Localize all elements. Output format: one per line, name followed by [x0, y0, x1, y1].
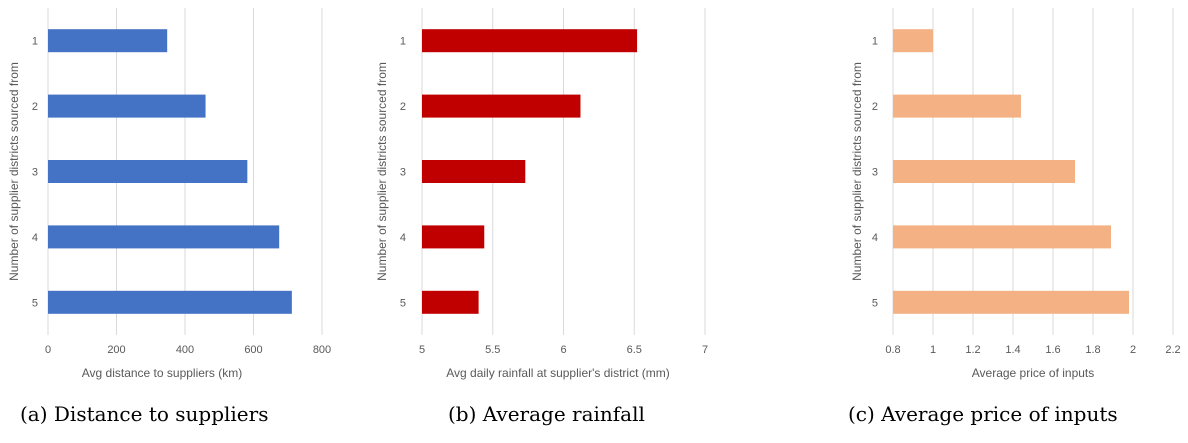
- bar: [893, 160, 1075, 183]
- y-tick-label: 5: [32, 297, 38, 309]
- y-tick-label: 5: [400, 297, 406, 309]
- y-tick-label: 1: [872, 36, 878, 48]
- bar: [893, 29, 933, 53]
- bar: [893, 94, 1021, 118]
- x-tick-label: 1.4: [1005, 344, 1020, 356]
- bar: [422, 94, 581, 118]
- y-tick-label: 5: [872, 297, 878, 309]
- x-axis-title: Avg distance to suppliers (km): [82, 366, 243, 380]
- x-tick-label: 1.2: [965, 344, 980, 356]
- x-tick-label: 2.2: [1165, 344, 1180, 356]
- chart-rainfall: 5 5.5 6 6.5 7 1 2 3 4 5 Avg daily rainfall at supp…: [375, 8, 708, 380]
- x-tick-label: 400: [176, 344, 194, 356]
- bar: [422, 225, 485, 249]
- x-tick-label: 800: [313, 344, 331, 356]
- x-tick-label: 1: [930, 344, 936, 356]
- x-tick-label: 6.5: [627, 344, 642, 356]
- x-tick-label: 600: [244, 344, 262, 356]
- x-tick-label: 5: [419, 344, 425, 356]
- bar: [422, 29, 638, 53]
- caption-c: (c) Average price of inputs: [848, 402, 1118, 426]
- y-tick-label: 4: [32, 232, 38, 244]
- bar: [893, 290, 1129, 314]
- bar: [422, 290, 479, 314]
- x-tick-label: 2: [1130, 344, 1136, 356]
- y-tick-label: 3: [32, 167, 38, 179]
- y-tick-label: 3: [872, 167, 878, 179]
- x-tick-label: 1.8: [1085, 344, 1100, 356]
- y-tick-label: 1: [400, 36, 406, 48]
- y-tick-label: 1: [32, 36, 38, 48]
- x-tick-label: 5.5: [485, 344, 500, 356]
- y-tick-label: 2: [400, 101, 406, 113]
- x-axis-title: Avg daily rainfall at supplier's distric…: [446, 366, 669, 380]
- x-tick-label: 1.6: [1045, 344, 1060, 356]
- bar: [48, 290, 292, 314]
- y-axis-title: Number of supplier districts sourced fro…: [7, 62, 21, 281]
- caption-b: (b) Average rainfall: [448, 402, 645, 426]
- x-tick-label: 0.8: [885, 344, 900, 356]
- chart-distance: 0 200 400 600 800 1 2 3 4 5 Avg distance to suppli…: [7, 8, 331, 380]
- y-tick-label: 2: [32, 101, 38, 113]
- y-axis-title: Number of supplier districts sourced fro…: [850, 62, 864, 281]
- y-tick-label: 4: [400, 232, 406, 244]
- y-tick-label: 2: [872, 101, 878, 113]
- x-tick-label: 6: [560, 344, 566, 356]
- bar: [48, 94, 206, 118]
- y-tick-label: 4: [872, 232, 878, 244]
- bar: [48, 225, 280, 249]
- bar: [48, 29, 168, 53]
- x-axis-title: Average price of inputs: [972, 366, 1095, 380]
- chart-price: 0.8 1 1.2 1.4 1.6 1.8 2 2.2 1 2 3 4 5 Average price o…: [850, 8, 1181, 380]
- y-axis-title: Number of supplier districts sourced fro…: [375, 62, 389, 281]
- x-tick-label: 200: [107, 344, 125, 356]
- bar: [893, 225, 1111, 249]
- caption-a: (a) Distance to suppliers: [20, 402, 269, 426]
- bar: [48, 160, 248, 183]
- x-tick-label: 7: [702, 344, 708, 356]
- y-tick-label: 3: [400, 167, 406, 179]
- bar: [422, 160, 526, 183]
- x-tick-label: 0: [45, 344, 51, 356]
